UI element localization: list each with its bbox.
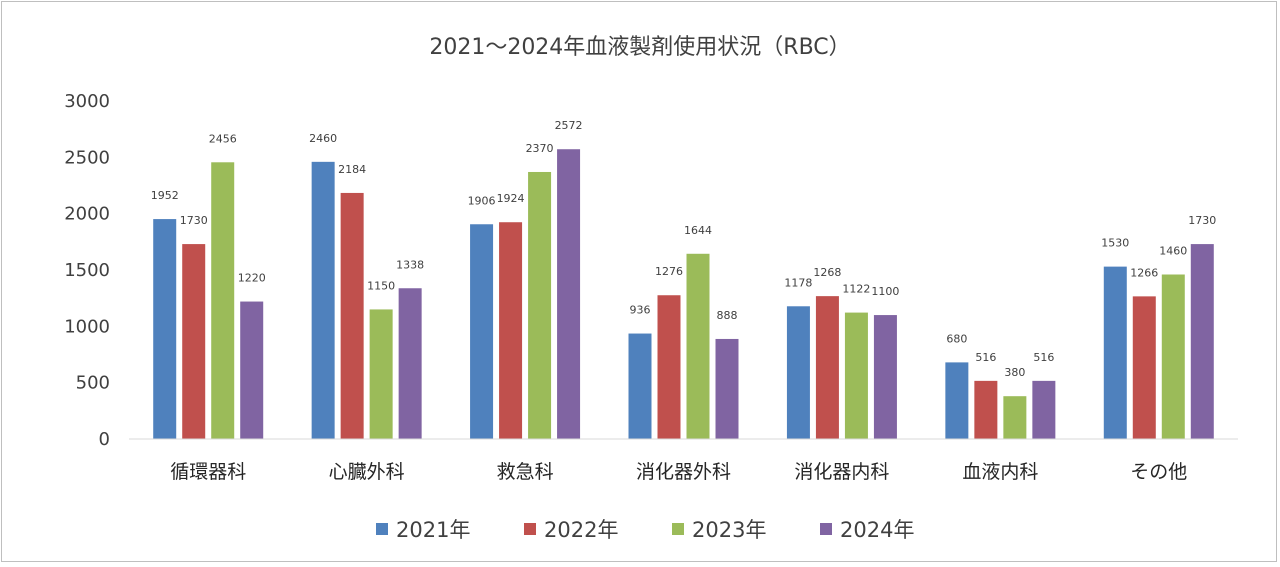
- y-tick-label: 2500: [64, 147, 110, 168]
- data-label: 2460: [309, 132, 337, 145]
- legend-swatch: [524, 523, 536, 535]
- bar: [153, 219, 177, 439]
- data-label: 1266: [1130, 266, 1158, 279]
- data-label: 1220: [238, 272, 266, 285]
- bar: [240, 301, 264, 439]
- data-label: 1730: [1188, 214, 1216, 227]
- data-label: 2456: [209, 132, 237, 145]
- bar: [398, 288, 422, 439]
- data-label: 1276: [655, 265, 683, 278]
- data-label: 888: [717, 309, 738, 322]
- data-label: 1178: [784, 276, 812, 289]
- data-label: 1460: [1159, 245, 1187, 258]
- bar: [311, 161, 335, 439]
- data-label: 516: [975, 351, 996, 364]
- data-label: 1150: [367, 279, 395, 292]
- x-tick-label: 消化器内科: [794, 461, 889, 483]
- bar: [1161, 274, 1185, 439]
- y-tick-label: 3000: [64, 91, 110, 112]
- data-label: 1952: [151, 189, 179, 202]
- bar: [686, 253, 710, 439]
- bar: [815, 296, 839, 439]
- y-tick-label: 0: [99, 429, 110, 450]
- bar: [528, 171, 552, 440]
- data-label: 2572: [555, 119, 583, 132]
- bar: [369, 309, 393, 439]
- bar: [557, 149, 581, 440]
- bar: [945, 362, 969, 439]
- data-label: 1100: [871, 285, 899, 298]
- data-label: 1338: [396, 258, 424, 271]
- data-label: 1924: [497, 192, 525, 205]
- legend-swatch: [820, 523, 832, 535]
- data-label: 2184: [338, 163, 366, 176]
- legend-label: 2022年: [544, 518, 618, 542]
- data-label: 1122: [842, 283, 870, 296]
- bars: [153, 149, 1214, 440]
- bar: [340, 192, 364, 439]
- data-label: 936: [630, 304, 651, 317]
- bar: [211, 162, 235, 440]
- bar: [715, 338, 739, 439]
- bar: [628, 333, 652, 439]
- x-tick-label: 消化器外科: [636, 461, 731, 483]
- y-tick-label: 2000: [64, 204, 110, 225]
- legend-swatch: [376, 523, 388, 535]
- x-tick-label: 心臓外科: [329, 461, 405, 483]
- bar: [1103, 266, 1127, 439]
- legend-label: 2023年: [692, 518, 766, 542]
- bar: [1190, 244, 1214, 439]
- bar: [844, 312, 868, 439]
- data-label: 1906: [468, 194, 496, 207]
- bar: [1032, 380, 1056, 439]
- x-tick-label: 循環器科: [170, 461, 246, 483]
- legend-swatch: [672, 523, 684, 535]
- legend: 2021年 2022年 2023年 2024年: [376, 518, 914, 542]
- bar: [182, 244, 206, 439]
- bar: [1132, 296, 1156, 439]
- data-label: 2370: [526, 142, 554, 155]
- bar: [499, 222, 523, 439]
- chart-title: 2021～2024年血液製剤使用状況（RBC）: [429, 35, 850, 60]
- bar: [786, 306, 810, 439]
- data-label: 516: [1033, 351, 1054, 364]
- x-tick-label: その他: [1130, 461, 1187, 483]
- data-label: 1730: [180, 214, 208, 227]
- bar: [657, 295, 681, 439]
- bar: [1003, 396, 1027, 439]
- legend-label: 2024年: [840, 518, 914, 542]
- x-tick-label: 血液内科: [962, 461, 1038, 483]
- y-tick-label: 500: [76, 373, 110, 394]
- legend-label: 2021年: [396, 518, 470, 542]
- data-label: 1268: [813, 266, 841, 279]
- y-tick-label: 1500: [64, 260, 110, 281]
- bar: [974, 380, 998, 439]
- bar: [470, 224, 494, 439]
- y-tick-label: 1000: [64, 316, 110, 337]
- data-label: 1530: [1101, 237, 1129, 250]
- bar: [873, 315, 897, 439]
- data-label: 380: [1004, 366, 1025, 379]
- x-axis: 循環器科 心臓外科 救急科 消化器外科 消化器内科 血液内科 その他: [129, 438, 1238, 483]
- x-tick-label: 救急科: [497, 461, 554, 483]
- data-label: 1644: [684, 224, 712, 237]
- data-label: 680: [946, 332, 967, 345]
- y-axis: 0 500 1000 1500 2000 2500 3000: [64, 91, 110, 450]
